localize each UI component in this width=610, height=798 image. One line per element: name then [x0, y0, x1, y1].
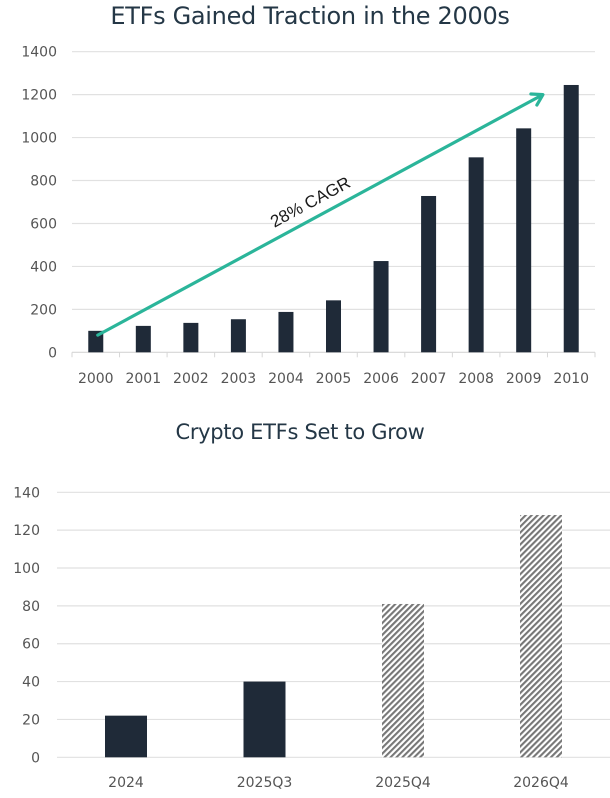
y-tick-label: 1000	[21, 131, 57, 147]
cagr-arrow-head	[529, 92, 545, 107]
x-tick-label: 2010	[553, 371, 589, 387]
y-tick-label: 20	[22, 712, 40, 728]
x-tick-label: 2005	[316, 371, 352, 387]
y-tick-label: 600	[30, 216, 57, 232]
bar-2001	[135, 325, 151, 353]
y-tick-label: 400	[30, 259, 57, 275]
y-tick-label: 200	[30, 302, 57, 318]
x-tick-label: 2007	[411, 371, 447, 387]
y-tick-label: 800	[30, 174, 57, 190]
bar-2003	[230, 319, 246, 353]
x-tick-label: 2026Q4	[513, 775, 569, 791]
bar-2004	[278, 311, 294, 353]
bar-2025Q3	[243, 681, 286, 758]
x-tick-label: 2003	[221, 371, 257, 387]
y-tick-label: 60	[22, 637, 40, 653]
x-tick-label: 2025Q4	[375, 775, 431, 791]
y-tick-label: 80	[22, 599, 40, 615]
chart-2-title: Crypto ETFs Set to Grow	[175, 420, 425, 444]
x-tick-label: 2004	[268, 371, 304, 387]
y-tick-label: 100	[13, 561, 40, 577]
bar-2009	[516, 128, 532, 353]
bar-2007	[421, 195, 437, 353]
x-tick-label: 2008	[458, 371, 494, 387]
bar-2026Q4	[520, 515, 562, 758]
y-tick-label: 140	[13, 485, 40, 501]
y-tick-label: 1400	[21, 45, 57, 61]
bar-2024	[105, 715, 147, 758]
cagr-arrow-line	[96, 94, 542, 337]
bar-2010	[563, 84, 579, 353]
y-tick-label: 120	[13, 523, 40, 539]
y-tick-label: 40	[22, 675, 40, 691]
bar-2005	[326, 300, 341, 353]
x-tick-label: 2001	[125, 371, 161, 387]
x-tick-label: 2002	[173, 371, 209, 387]
bar-2006	[373, 261, 389, 353]
bar-2025Q4	[382, 603, 424, 758]
x-tick-label: 2024	[108, 775, 144, 791]
chart-1-etf-traction: 0 200 400 600 800 1000 1200 1400 2000 2001 2002 200…	[21, 45, 596, 387]
bar-2008	[468, 157, 484, 353]
x-tick-label: 2025Q3	[237, 775, 293, 791]
chart-1-title: ETFs Gained Traction in the 2000s	[110, 2, 510, 30]
y-tick-label: 0	[48, 345, 57, 361]
bar-2002	[183, 322, 199, 353]
x-tick-label: 2009	[506, 371, 542, 387]
y-tick-label: 1200	[21, 88, 57, 104]
y-tick-label: 0	[31, 750, 40, 766]
x-tick-label: 2000	[78, 371, 114, 387]
bar-2000	[88, 330, 104, 353]
x-tick-label: 2006	[363, 371, 399, 387]
